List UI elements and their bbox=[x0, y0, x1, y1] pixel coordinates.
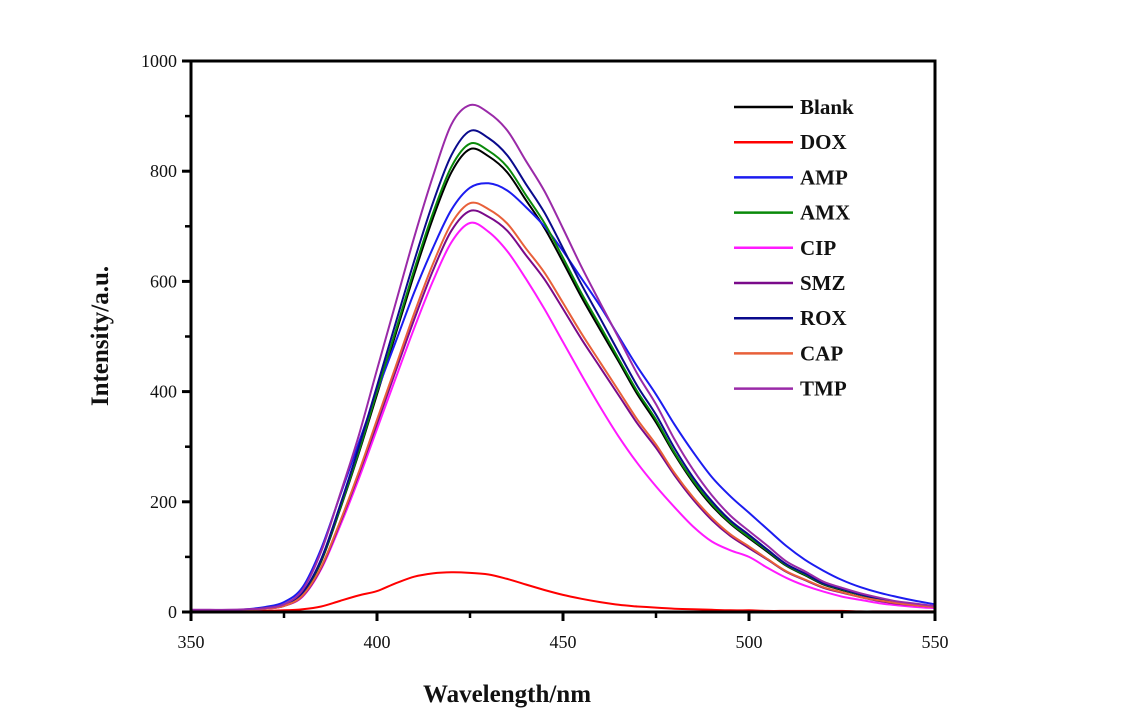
series-line-rox bbox=[190, 129, 936, 612]
legend-label: AMP bbox=[800, 165, 848, 189]
y-tick-label: 600 bbox=[150, 271, 177, 291]
legend-item-dox: DOX bbox=[734, 130, 847, 154]
legend-item-smz: SMZ bbox=[734, 271, 846, 295]
series-line-tmp bbox=[191, 103, 936, 611]
legend-label: AMX bbox=[800, 201, 850, 225]
y-axis-title: Intensity/a.u. bbox=[87, 266, 114, 406]
legend-label: TMP bbox=[800, 377, 847, 401]
series-line-cap bbox=[190, 201, 936, 612]
legend: Blank DOX AMP AMX CIP SMZ ROX CAP TMP bbox=[734, 95, 854, 401]
y-tick-label: 0 bbox=[168, 602, 177, 622]
y-tick-label: 200 bbox=[150, 492, 177, 512]
legend-label: DOX bbox=[800, 130, 847, 154]
legend-item-amp: AMP bbox=[734, 165, 848, 189]
legend-item-tmp: TMP bbox=[734, 377, 847, 401]
axis-ticks: 350 400 450 500 550 0 200 400 600 800 1000 bbox=[141, 51, 949, 652]
y-tick-label: 1000 bbox=[141, 51, 177, 71]
y-tick-label: 800 bbox=[150, 161, 177, 181]
x-tick-label: 400 bbox=[364, 632, 391, 652]
x-axis-title: Wavelength/nm bbox=[423, 681, 591, 708]
legend-label: CAP bbox=[800, 341, 843, 365]
y-tick-label: 400 bbox=[150, 382, 177, 402]
x-tick-label: 450 bbox=[550, 632, 577, 652]
legend-label: CIP bbox=[800, 236, 836, 260]
series-line-amp bbox=[190, 182, 936, 612]
legend-label: Blank bbox=[800, 95, 854, 119]
x-tick-label: 350 bbox=[178, 632, 205, 652]
legend-label: ROX bbox=[800, 306, 847, 330]
x-tick-label: 500 bbox=[736, 632, 763, 652]
legend-item-blank: Blank bbox=[734, 95, 854, 119]
legend-item-cap: CAP bbox=[734, 341, 843, 365]
plot-curves bbox=[190, 103, 936, 613]
legend-item-amx: AMX bbox=[734, 201, 850, 225]
legend-item-rox: ROX bbox=[734, 306, 847, 330]
x-tick-label: 550 bbox=[922, 632, 949, 652]
legend-item-cip: CIP bbox=[734, 236, 836, 260]
legend-label: SMZ bbox=[800, 271, 846, 295]
